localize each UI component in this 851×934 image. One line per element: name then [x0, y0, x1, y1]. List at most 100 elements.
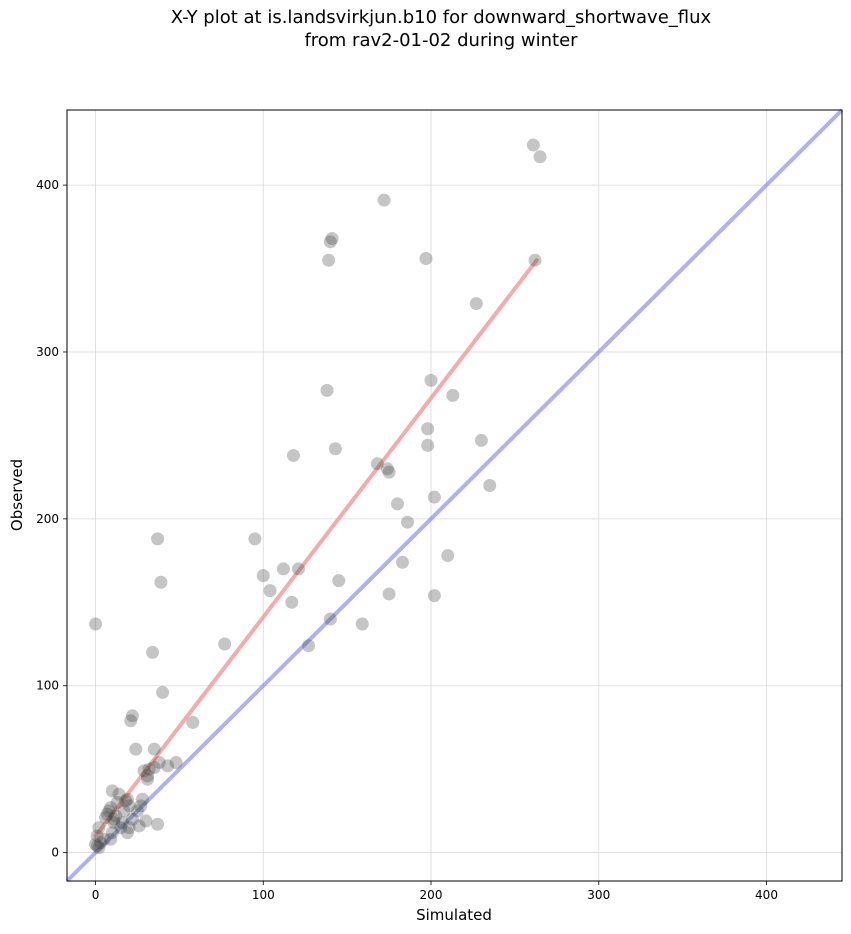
data-point — [141, 772, 155, 786]
data-point — [154, 575, 168, 589]
y-tick-label: 100 — [36, 679, 59, 693]
data-point — [122, 821, 136, 835]
data-point — [97, 832, 111, 846]
data-point — [161, 759, 175, 773]
fit-line — [93, 258, 539, 838]
data-point — [115, 816, 129, 830]
data-point — [248, 532, 262, 546]
data-point — [169, 756, 183, 770]
data-point — [332, 574, 346, 588]
data-point — [109, 809, 123, 823]
data-point — [146, 645, 160, 659]
data-point — [427, 490, 441, 504]
data-point — [90, 829, 104, 843]
data-point — [135, 792, 149, 806]
data-point — [99, 811, 113, 825]
data-point — [302, 639, 316, 653]
data-point — [92, 841, 106, 855]
data-point — [286, 448, 300, 462]
data-point — [134, 799, 148, 813]
data-point — [427, 589, 441, 603]
data-point — [469, 297, 483, 311]
data-point — [218, 637, 232, 651]
x-tick-label: 100 — [252, 888, 275, 902]
data-point — [129, 742, 143, 756]
data-point — [441, 549, 455, 563]
plot-border — [66, 109, 843, 882]
data-points — [89, 138, 547, 855]
data-point — [323, 612, 337, 626]
data-point — [382, 465, 396, 479]
data-point — [276, 562, 290, 576]
data-point — [112, 787, 126, 801]
identity-line-group — [65, 108, 844, 883]
data-point — [92, 821, 106, 835]
data-point — [147, 742, 161, 756]
data-point — [446, 388, 460, 402]
data-point — [124, 714, 138, 728]
grid — [67, 110, 842, 881]
y-tick-label: 200 — [36, 512, 59, 526]
data-point — [395, 555, 409, 569]
data-point — [186, 715, 200, 729]
data-point — [120, 792, 134, 806]
data-point — [89, 617, 103, 631]
data-point — [328, 442, 342, 456]
data-point — [105, 826, 119, 840]
y-tick-label: 400 — [36, 178, 59, 192]
data-point — [130, 804, 144, 818]
data-point — [533, 150, 547, 164]
data-point — [421, 422, 435, 436]
identity-line — [65, 108, 844, 883]
data-point — [285, 595, 299, 609]
x-tick-label: 400 — [755, 888, 778, 902]
y-axis-ticks: 0 100 200 300 400 — [36, 178, 67, 860]
data-point — [291, 562, 305, 576]
data-point — [147, 761, 161, 775]
data-point — [377, 193, 391, 207]
data-point — [89, 837, 103, 851]
data-point — [139, 814, 153, 828]
x-tick-label: 0 — [92, 888, 100, 902]
data-point — [105, 784, 119, 798]
data-point — [380, 462, 394, 476]
data-point — [141, 769, 155, 783]
data-point — [137, 764, 151, 778]
data-point — [421, 438, 435, 452]
data-point — [120, 826, 134, 840]
data-point — [125, 812, 139, 826]
data-point — [390, 497, 404, 511]
data-point — [107, 812, 121, 826]
data-point — [355, 617, 369, 631]
y-tick-label: 0 — [51, 846, 59, 860]
data-point — [122, 799, 136, 813]
x-tick-label: 200 — [420, 888, 443, 902]
data-point — [151, 532, 165, 546]
data-point — [325, 232, 339, 245]
data-point — [100, 807, 114, 821]
data-point — [483, 478, 497, 492]
data-point — [152, 756, 166, 770]
data-point — [102, 804, 116, 818]
data-point — [94, 836, 108, 850]
data-point — [132, 819, 146, 833]
fit-line-group — [93, 258, 539, 838]
x-axis-ticks: 0 100 200 300 400 — [92, 881, 778, 902]
data-point — [263, 584, 277, 598]
data-point — [474, 433, 488, 447]
data-point — [382, 587, 396, 601]
y-axis-label: Observed — [8, 459, 26, 531]
data-point — [114, 821, 128, 835]
x-axis-label: Simulated — [416, 906, 492, 924]
data-point — [419, 252, 433, 266]
data-point — [526, 138, 540, 152]
data-point — [370, 457, 384, 471]
data-point — [104, 801, 118, 815]
chart-title: X-Y plot at is.landsvirkjun.b10 for down… — [170, 7, 712, 51]
data-point — [151, 817, 165, 831]
data-point — [110, 796, 124, 810]
data-point — [320, 383, 334, 397]
data-point — [424, 373, 438, 387]
data-point — [90, 839, 104, 853]
